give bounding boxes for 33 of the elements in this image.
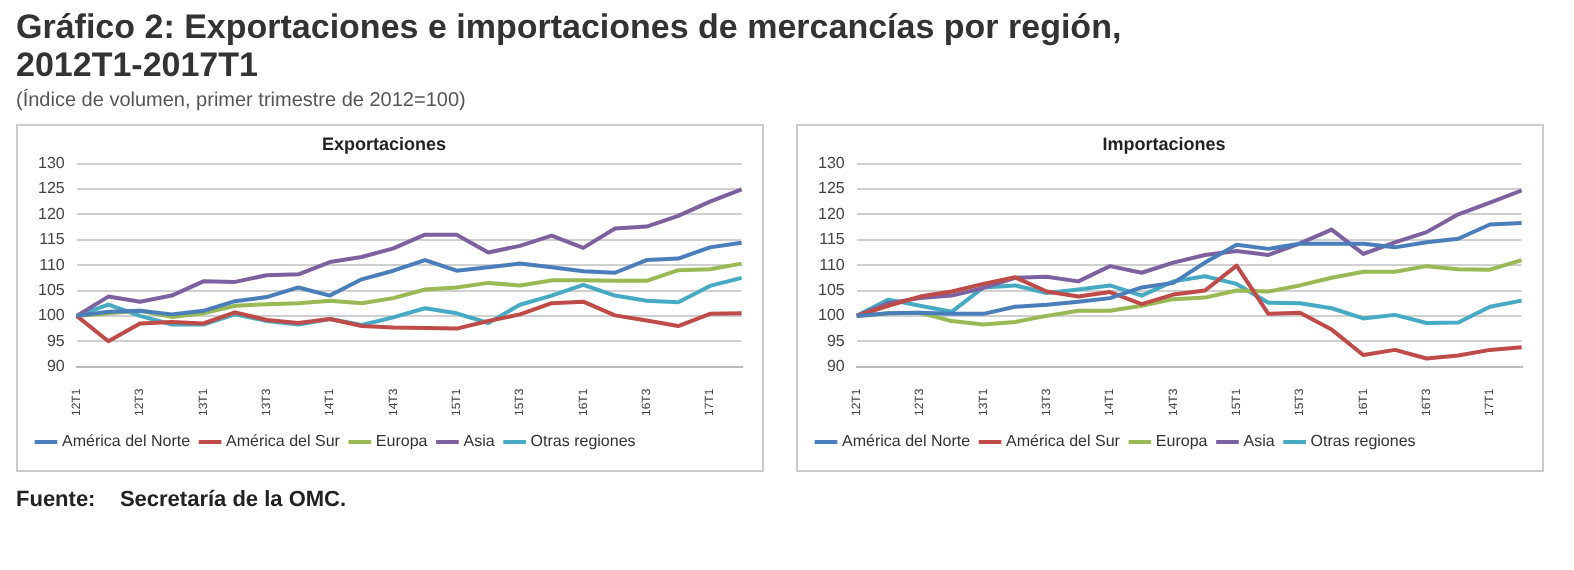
y-tick-label: 100 bbox=[37, 306, 66, 325]
legend-label: Asia bbox=[1243, 432, 1276, 451]
legend-label: Otras regiones bbox=[530, 432, 636, 451]
y-tick-label: 115 bbox=[819, 230, 846, 249]
y-tick-label: 110 bbox=[819, 255, 846, 274]
legend-label: Otras regiones bbox=[1310, 432, 1416, 451]
chart-title: Importaciones bbox=[1102, 133, 1226, 154]
legend-label: América del Norte bbox=[842, 432, 972, 451]
text: (Índice de volumen, primer trimestre de 2012=100) bbox=[16, 90, 468, 112]
y-tick-label: 115 bbox=[39, 230, 66, 249]
y-tick-label: 125 bbox=[817, 179, 846, 198]
y-tick-label: 130 bbox=[37, 154, 66, 173]
y-tick-label: 100 bbox=[817, 306, 846, 325]
legend-label: Europa bbox=[375, 432, 429, 451]
y-tick-label: 105 bbox=[37, 280, 66, 299]
legend-label: América del Sur bbox=[1006, 432, 1121, 451]
y-tick-label: 120 bbox=[817, 204, 846, 223]
y-tick-label: 90 bbox=[46, 357, 66, 376]
y-tick-label: 130 bbox=[817, 154, 846, 173]
legend-label: América del Norte bbox=[62, 432, 192, 451]
legend-label: Europa bbox=[1155, 432, 1209, 451]
y-tick-label: 105 bbox=[817, 280, 846, 299]
y-tick-label: 125 bbox=[37, 179, 66, 198]
legend-label: Asia bbox=[463, 432, 496, 451]
legend-label: América del Sur bbox=[226, 432, 341, 451]
y-tick-label: 95 bbox=[46, 331, 66, 350]
source-note: Fuente: Secretaría de la OMC. bbox=[16, 488, 349, 512]
y-tick-label: 90 bbox=[826, 357, 846, 376]
y-tick-label: 120 bbox=[37, 204, 66, 223]
text: Gráfico 2: Exportaciones e importaciones de mercancías por región, 2012T1-2017T1 bbox=[16, 8, 1124, 84]
y-tick-label: 95 bbox=[826, 331, 846, 350]
y-tick-label: 110 bbox=[39, 255, 66, 274]
chart-title: Exportaciones bbox=[321, 133, 447, 154]
